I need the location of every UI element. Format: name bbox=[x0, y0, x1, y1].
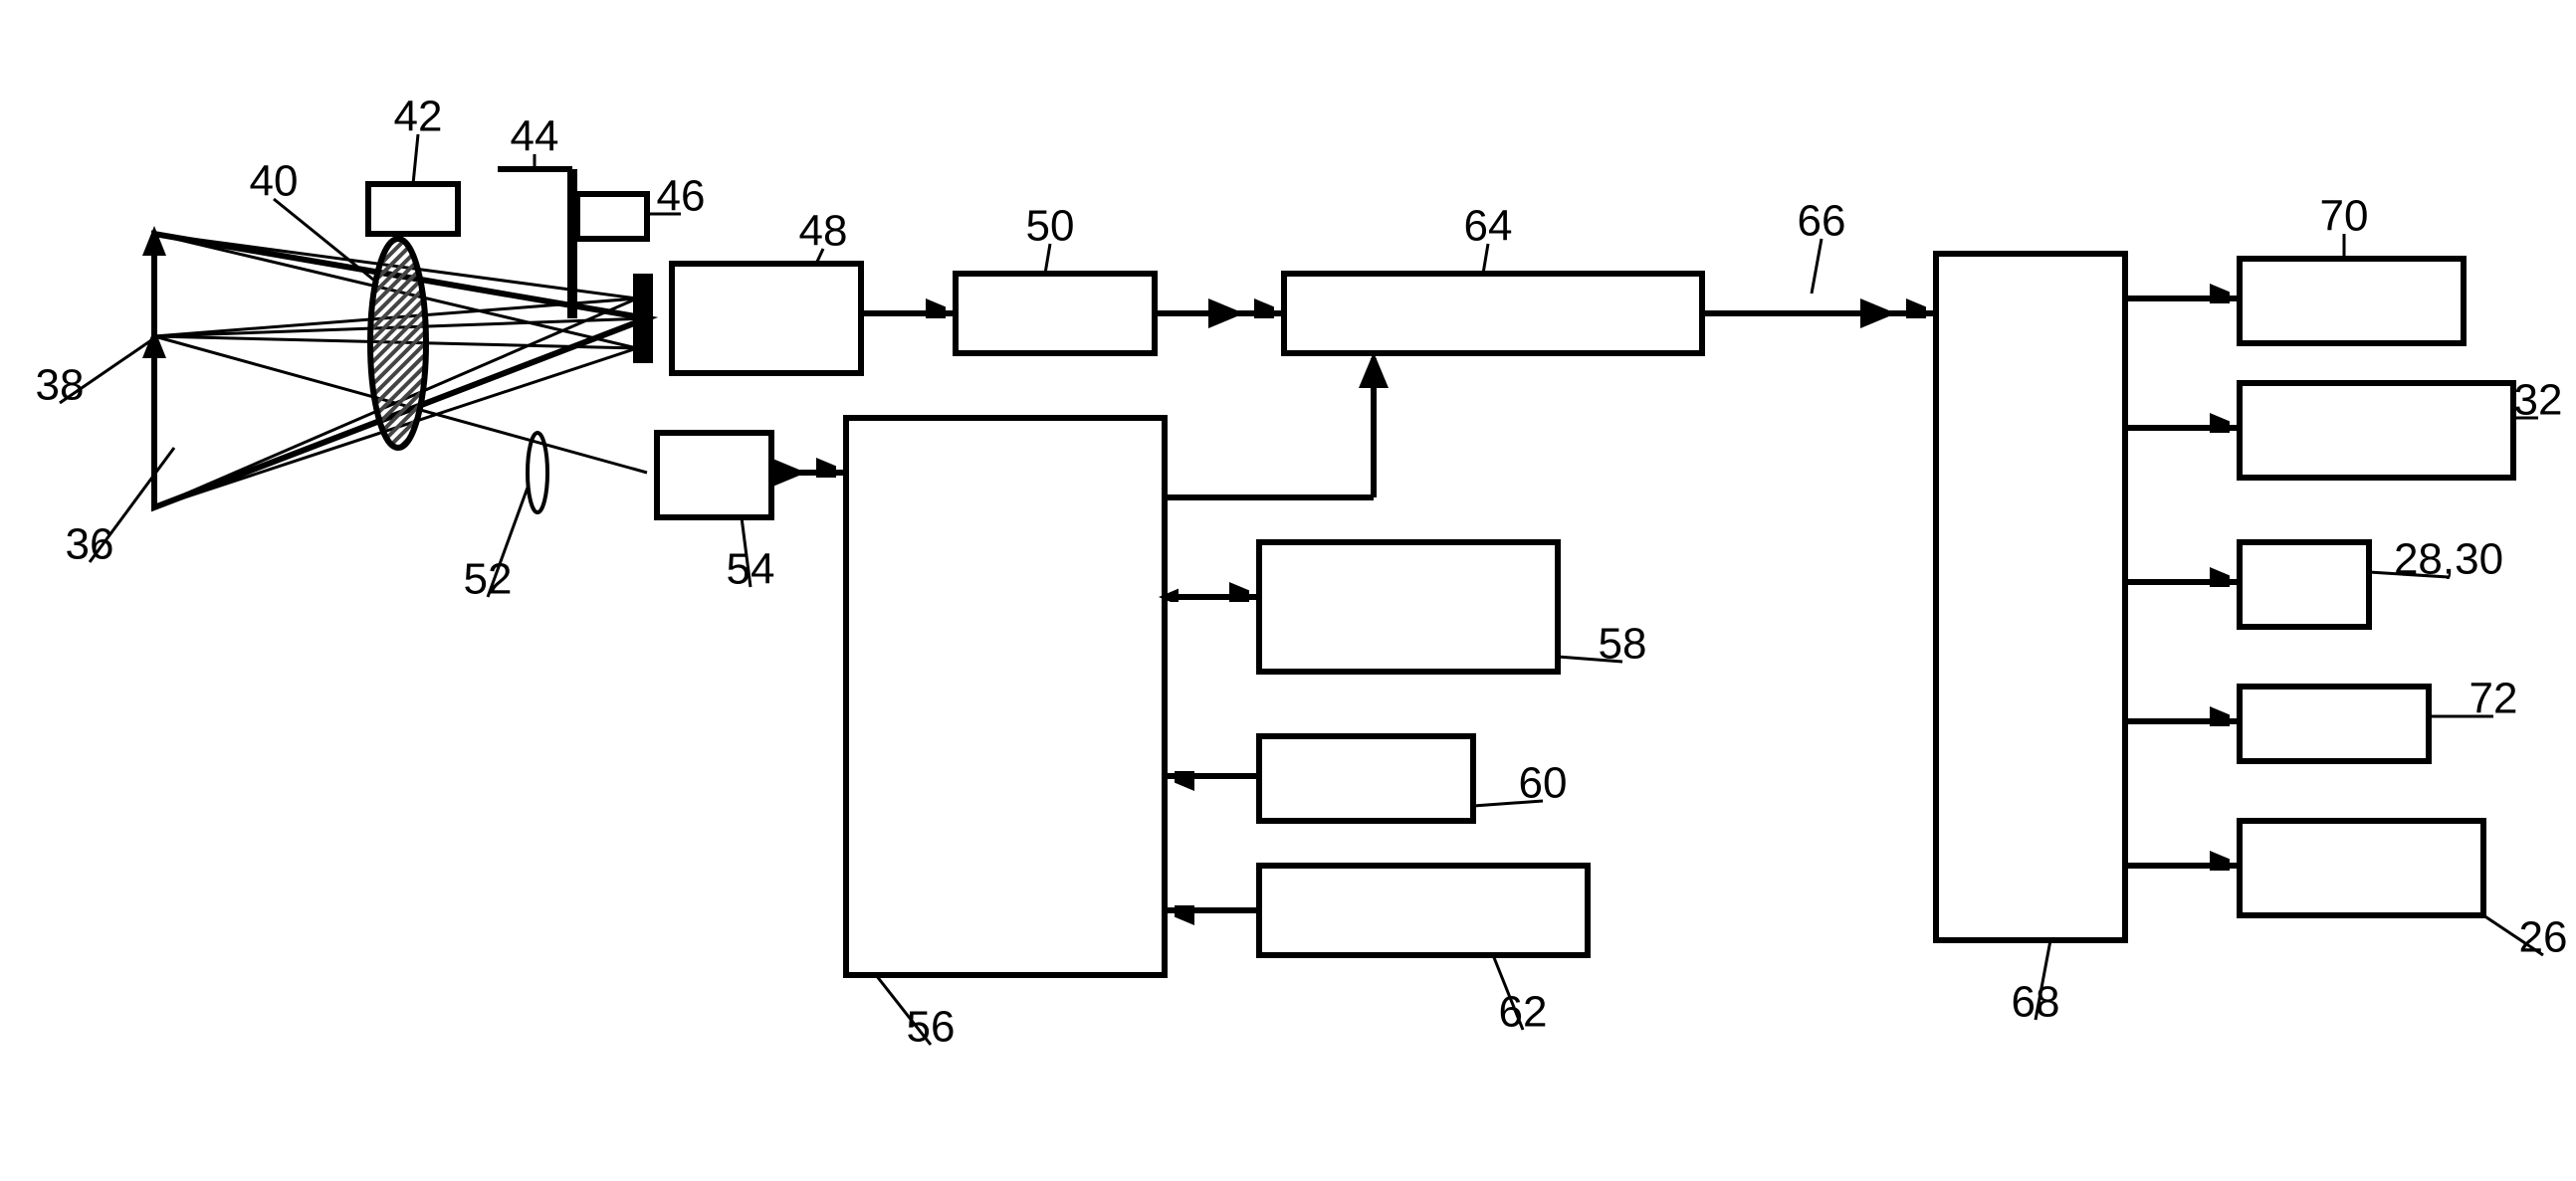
block-b26 bbox=[2240, 821, 2483, 915]
block-b72 bbox=[2240, 687, 2429, 761]
label-52: 52 bbox=[464, 555, 513, 604]
label-44: 44 bbox=[511, 112, 559, 161]
label-32: 32 bbox=[2514, 376, 2563, 425]
label-46: 46 bbox=[657, 172, 706, 221]
block-b2830 bbox=[2240, 542, 2369, 627]
label-42: 42 bbox=[394, 93, 443, 141]
leader-42 bbox=[413, 134, 418, 184]
label-64: 64 bbox=[1464, 202, 1513, 251]
block-b70 bbox=[2240, 259, 2464, 343]
block-b56 bbox=[846, 418, 1165, 975]
triangle-uparrow-0 bbox=[142, 226, 166, 256]
label-62: 62 bbox=[1499, 988, 1548, 1037]
signal-arrow-1-dbl bbox=[1208, 298, 1244, 328]
block-b48 bbox=[672, 264, 861, 373]
label-56: 56 bbox=[907, 1003, 956, 1052]
lens-40 bbox=[370, 239, 426, 448]
label-68: 68 bbox=[2012, 978, 2060, 1027]
label-66: 66 bbox=[1798, 197, 1846, 246]
label-50: 50 bbox=[1026, 202, 1075, 251]
label-38: 38 bbox=[36, 361, 85, 410]
leader-66 bbox=[1812, 239, 1822, 294]
label-70: 70 bbox=[2320, 192, 2369, 241]
block-b64 bbox=[1284, 274, 1702, 353]
block-b50 bbox=[956, 274, 1155, 353]
block-diagram: 26 32 36 38 40 42 44 46 48 50 52 54 56 58 60 62 64 66 68 70… bbox=[0, 0, 2576, 1181]
label-2830: 28,30 bbox=[2394, 535, 2503, 584]
block-b60 bbox=[1259, 736, 1473, 821]
connector-0-uphead bbox=[1359, 352, 1389, 388]
block-b62 bbox=[1259, 866, 1588, 955]
label-48: 48 bbox=[799, 207, 848, 256]
sensor-strip bbox=[633, 274, 653, 363]
label-26: 26 bbox=[2519, 913, 2568, 962]
block-b58 bbox=[1259, 542, 1558, 672]
label-72: 72 bbox=[2469, 675, 2518, 723]
block-b54 bbox=[657, 433, 771, 517]
block-b68 bbox=[1936, 254, 2125, 940]
label-58: 58 bbox=[1599, 620, 1647, 669]
label-40: 40 bbox=[250, 157, 299, 206]
block-b46 bbox=[577, 194, 647, 239]
signal-arrow-3-dbl bbox=[770, 458, 806, 488]
leader-40 bbox=[274, 199, 378, 284]
label-60: 60 bbox=[1519, 759, 1568, 808]
label-54: 54 bbox=[727, 545, 775, 594]
signal-arrow-2-dbl bbox=[1860, 298, 1896, 328]
lens-52 bbox=[528, 433, 547, 512]
label-36: 36 bbox=[66, 520, 114, 569]
block-b42 bbox=[368, 184, 458, 234]
block-b32 bbox=[2240, 383, 2513, 478]
